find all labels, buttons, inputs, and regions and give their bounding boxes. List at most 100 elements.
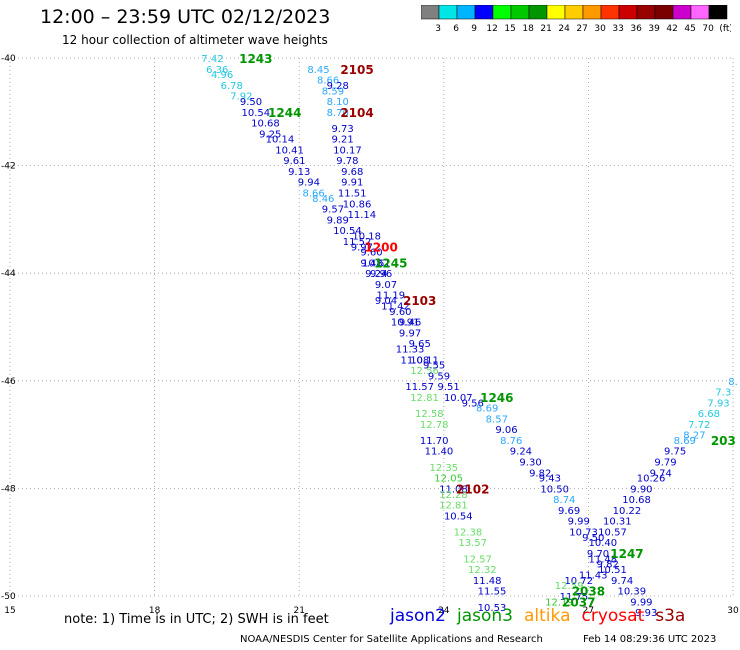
generated-timestamp: Feb 14 08:29:36 UTC 2023 xyxy=(583,634,717,645)
swh-value-label: 12.28 xyxy=(439,490,468,501)
swh-value-label: 9.60 xyxy=(360,248,382,259)
credit-text: NOAA/NESDIS Center for Satellite Applica… xyxy=(240,634,543,645)
swh-value-label: 10.68 xyxy=(251,119,280,130)
satellite-legend: jason2 jason3 altika cryosat s3a xyxy=(390,606,696,626)
swh-value-label: 9.82 xyxy=(529,468,551,479)
swh-value-label: 10.53 xyxy=(478,603,507,614)
swh-value-label: 12.78 xyxy=(420,420,449,431)
colorbar-label: 6 xyxy=(453,24,459,34)
swh-value-label: 9.97 xyxy=(399,328,421,339)
swh-value-label: 9.70 xyxy=(587,549,609,560)
swh-value-label: 12.05 xyxy=(434,474,463,485)
pass-time-label: 203 xyxy=(711,434,736,448)
swh-value-label: 12.56 xyxy=(410,366,439,377)
swh-value-label: 10.91 xyxy=(391,318,420,329)
swh-value-label: 10.57 xyxy=(598,527,627,538)
y-tick-label: -46 xyxy=(1,377,16,387)
swh-value-label: 12.19 xyxy=(545,597,574,608)
swh-value-label: 11.43 xyxy=(579,570,608,581)
colorbar-label: (ft) xyxy=(719,24,731,34)
swh-value-label: 11.08 xyxy=(439,484,468,495)
swh-value-label: 9.06 xyxy=(495,425,517,436)
legend-item-cryosat: cryosat xyxy=(581,606,645,626)
swh-value-label: 12.81 xyxy=(410,393,439,404)
y-tick-label: -40 xyxy=(1,54,16,64)
swh-value-label: 12.81 xyxy=(439,501,468,512)
swh-value-label: 10.54 xyxy=(444,511,473,522)
swh-value-label: 11.14 xyxy=(348,210,377,221)
swh-value-label: 9.60 xyxy=(389,307,411,318)
pass-time-label: 2103 xyxy=(403,294,436,308)
swh-value-label: 10.68 xyxy=(622,495,651,506)
colorbar-swatch xyxy=(708,5,728,20)
pass-time-label: 1245 xyxy=(374,256,407,270)
swh-value-label: 9.28 xyxy=(327,81,349,92)
swh-value-label: 12.59 xyxy=(555,581,584,592)
swh-value-label: 9.24 xyxy=(510,447,532,458)
swh-value-label: 9.91 xyxy=(341,178,363,189)
swh-value-label: 9.59 xyxy=(428,371,450,382)
y-tick-label: -48 xyxy=(1,484,16,494)
swh-value-label: 9.89 xyxy=(327,215,349,226)
swh-value-label: 10.14 xyxy=(266,135,295,146)
x-tick-label: 15 xyxy=(4,606,15,616)
chart-subtitle: 12 hour collection of altimeter wave hei… xyxy=(62,33,328,47)
colorbar-label: 12 xyxy=(486,24,497,34)
x-tick-label: 18 xyxy=(149,606,161,616)
swh-value-label: 9.69 xyxy=(558,506,580,517)
swh-value-label: 12.32 xyxy=(468,565,497,576)
swh-value-label: 10.11 xyxy=(410,355,439,366)
swh-value-label: 8.66 xyxy=(303,189,325,200)
swh-value-label: 6.78 xyxy=(221,81,243,92)
swh-value-label: 10.61 xyxy=(362,258,391,269)
swh-value-label: 9.79 xyxy=(654,458,676,469)
pass-time-label: 1247 xyxy=(610,547,643,561)
swh-value-label: 11.48 xyxy=(589,554,618,565)
swh-value-label: 11.48 xyxy=(473,576,502,587)
swh-value-label: 9.48 xyxy=(360,258,382,269)
swh-value-label: 8.69 xyxy=(674,436,696,447)
pass-time-label: 1246 xyxy=(480,391,513,405)
y-tick-label: -42 xyxy=(1,162,16,172)
swh-value-label: 10.26 xyxy=(637,474,666,485)
swh-value-label: 13.57 xyxy=(458,538,487,549)
pass-time-label: 1243 xyxy=(239,52,272,66)
swh-value-label: 9.97 xyxy=(351,242,373,253)
swh-value-label: 9.51 xyxy=(437,382,459,393)
swh-value-label: 9.43 xyxy=(539,474,561,485)
swh-value-label: 11.57 xyxy=(405,382,434,393)
colorbar-label: 18 xyxy=(522,24,534,34)
swh-value-label: 9.73 xyxy=(331,124,353,135)
swh-value-label: 12.57 xyxy=(463,554,492,565)
swh-value-label: 9.57 xyxy=(322,205,344,216)
swh-value-label: 10.07 xyxy=(444,393,473,404)
swh-value-label: 9.96 xyxy=(370,269,392,280)
pass-time-label: 1244 xyxy=(268,106,301,120)
swh-value-label: 6.36 xyxy=(206,65,228,76)
x-tick-label: 21 xyxy=(293,606,304,616)
swh-value-label: 8.59 xyxy=(322,86,344,97)
x-tick-label: 24 xyxy=(438,606,450,616)
swh-value-label: 9.46 xyxy=(399,318,421,329)
swh-value-label: 10.86 xyxy=(343,199,372,210)
swh-value-label: 12.38 xyxy=(454,527,483,538)
swh-value-label: 10.40 xyxy=(589,538,618,549)
swh-value-label: 9.65 xyxy=(409,339,431,350)
swh-value-label: 8.57 xyxy=(486,414,508,425)
swh-value-label: 9.50 xyxy=(240,97,262,108)
colorbar-label: 36 xyxy=(630,24,642,34)
swh-value-label: 9.55 xyxy=(423,361,445,372)
swh-value-label: 4.96 xyxy=(211,70,233,81)
legend-item-s3a: s3a xyxy=(655,606,686,626)
swh-value-label: 9.13 xyxy=(288,167,310,178)
swh-value-label: 11.55 xyxy=(478,587,507,598)
swh-value-label: 11.52 xyxy=(343,237,372,248)
swh-value-label: 12.58 xyxy=(415,409,444,420)
swh-value-label: 10.18 xyxy=(352,232,381,243)
swh-value-label: 11.42 xyxy=(381,301,410,312)
colorbar-label: 33 xyxy=(612,24,623,34)
swh-value-label: 10.72 xyxy=(564,576,593,587)
colorbar-label: 42 xyxy=(666,24,677,34)
swh-value-label: 10.54 xyxy=(333,226,362,237)
swh-value-label: 9.07 xyxy=(375,280,397,291)
